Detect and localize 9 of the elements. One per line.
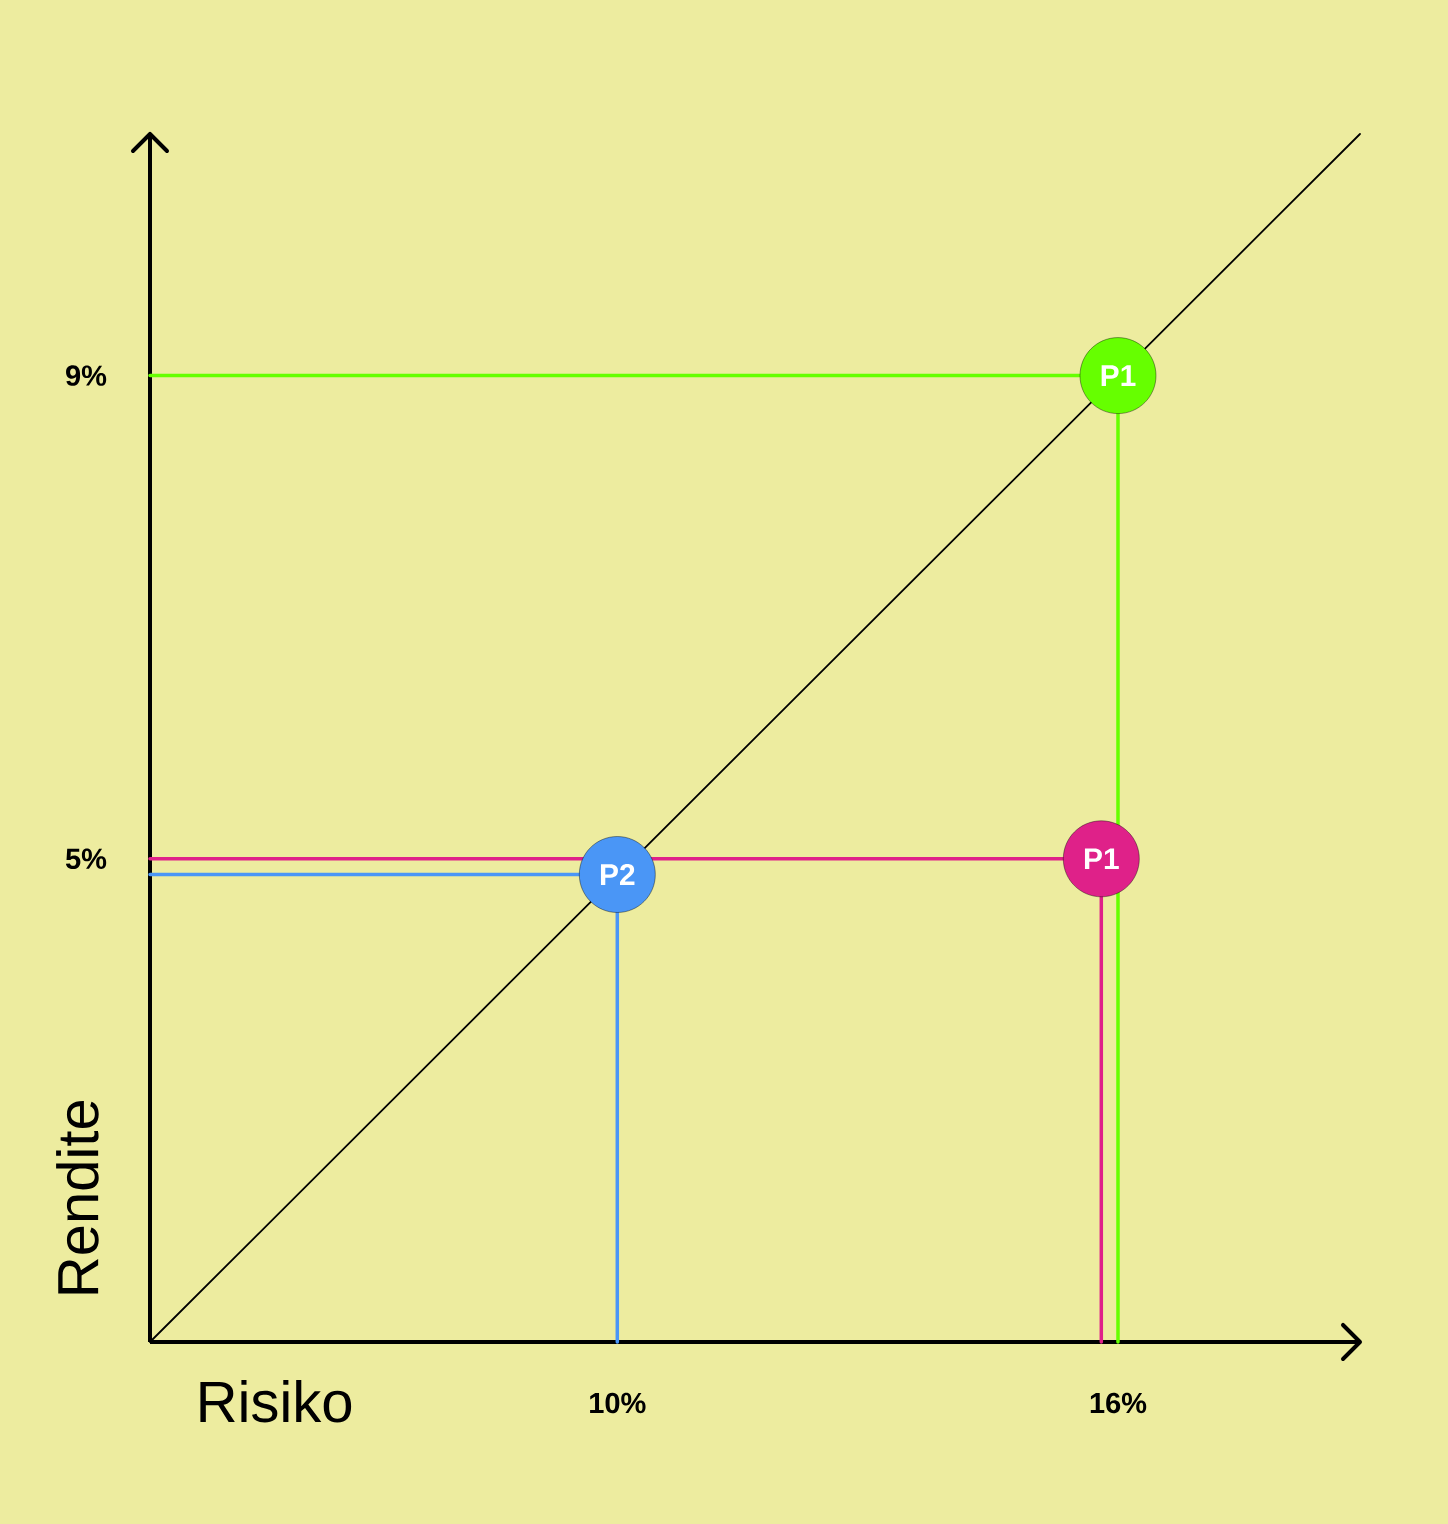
y-axis-title: Rendite [56, 1100, 99, 1294]
y-tick-label: 9% [66, 365, 107, 386]
annotation: P1 [1084, 848, 1119, 870]
y-tick-label: 5% [65, 848, 107, 870]
annotation: P2 [600, 864, 635, 885]
annotation: P1 [1101, 365, 1136, 386]
x-tick-label: 10% [590, 1392, 646, 1414]
x-tick-label: 16% [1090, 1392, 1147, 1414]
x-axis-title: Risiko [200, 1379, 352, 1423]
